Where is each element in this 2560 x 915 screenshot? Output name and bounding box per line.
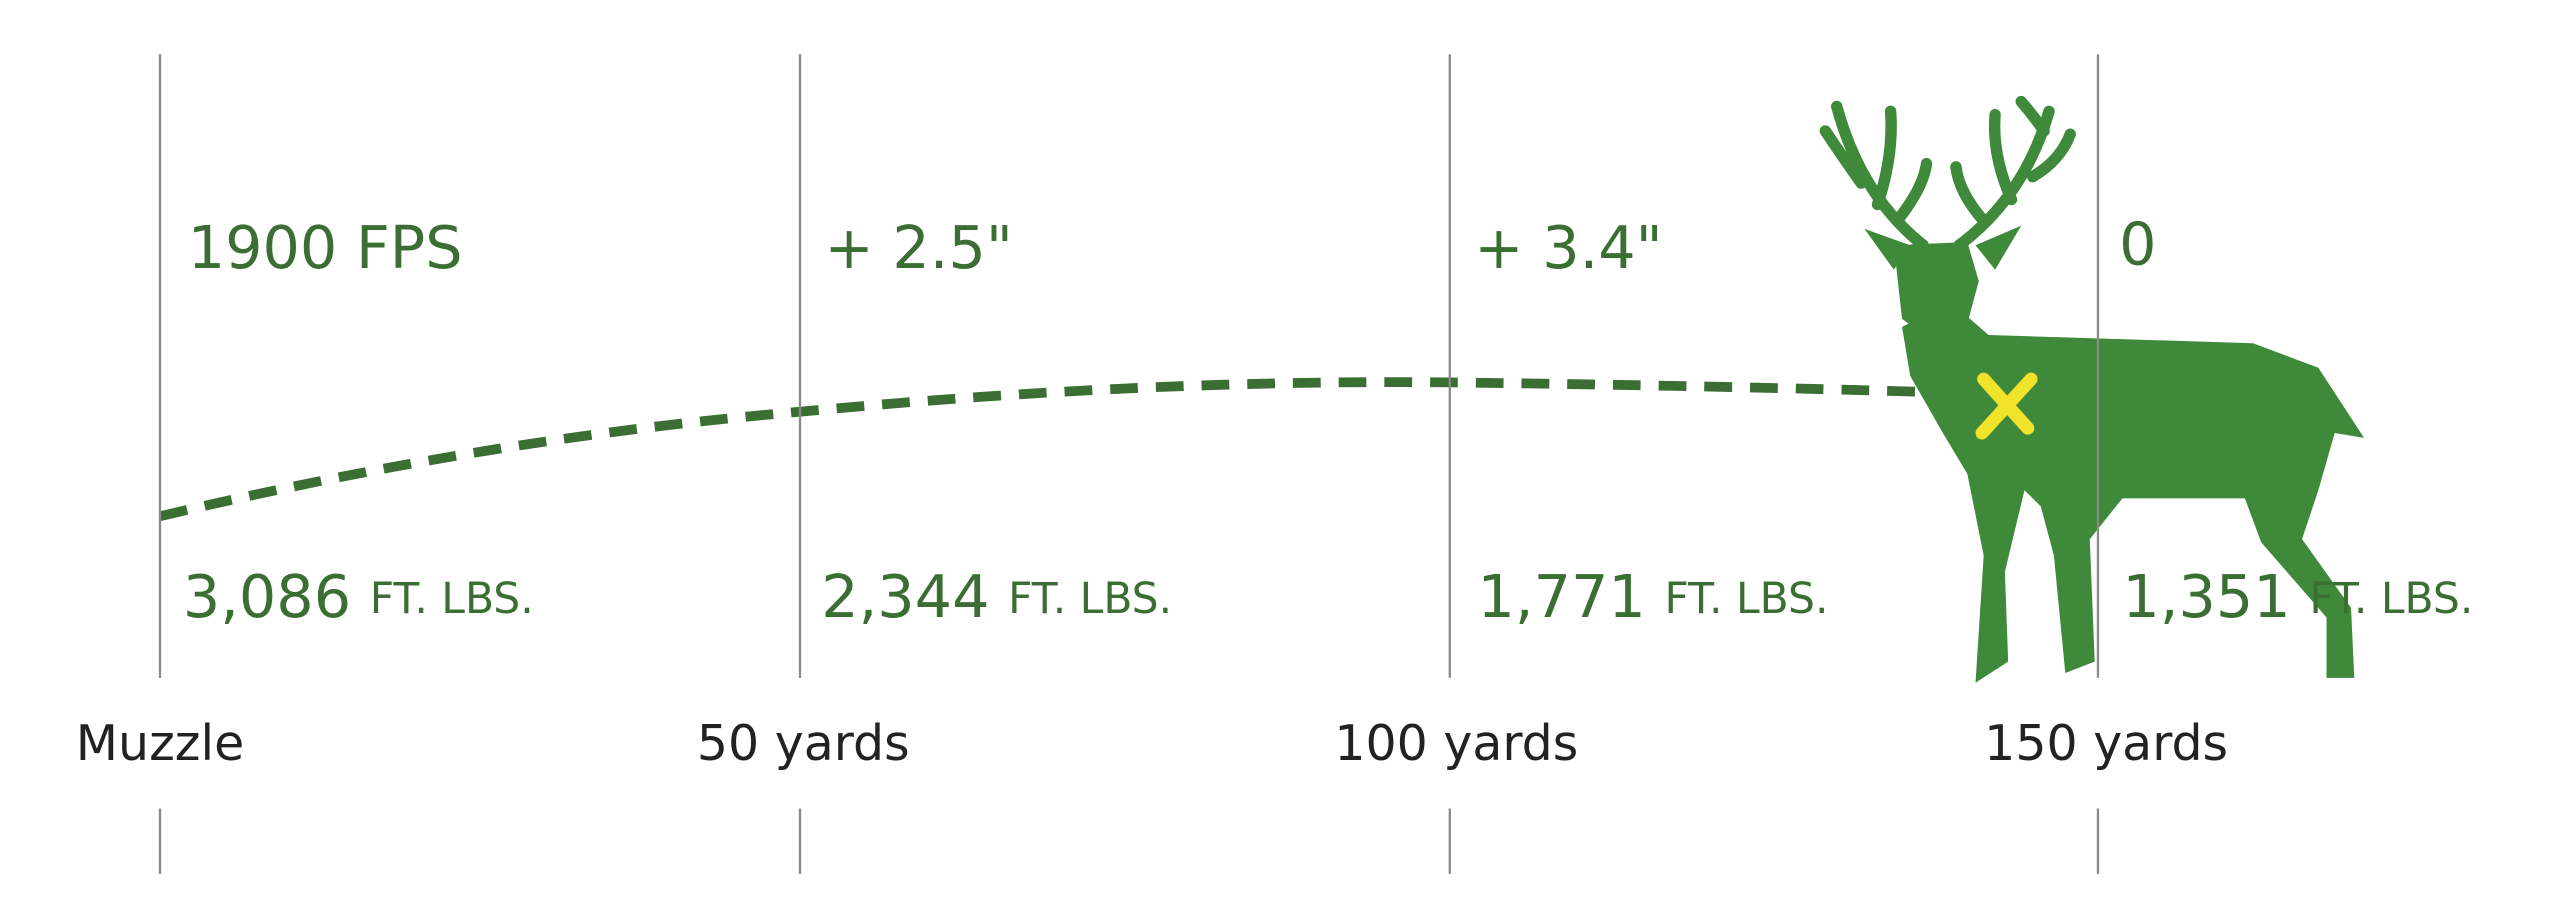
energy-unit: FT. LBS.	[1008, 575, 1172, 624]
target-mark	[1975, 372, 2038, 440]
drop: + 3.4"	[1474, 213, 1662, 282]
distance-label: 100 yards	[1334, 715, 1578, 772]
energy-value: 1,351	[2122, 562, 2290, 631]
distance-label: 150 yards	[1984, 715, 2228, 772]
antlers	[1819, 95, 2076, 251]
energy-unit: FT. LBS.	[1664, 575, 1828, 624]
energy: 2,344 FT. LBS.	[821, 562, 1172, 631]
energy-unit: FT. LBS.	[2309, 575, 2473, 624]
drop: 0	[2119, 210, 2156, 279]
energy-value: 2,344	[821, 562, 989, 631]
energy: 1,351 FT. LBS.	[2122, 562, 2473, 631]
energy: 3,086 FT. LBS.	[183, 562, 534, 631]
velocity: 1900 FPS	[188, 213, 463, 282]
drop: + 2.5"	[824, 213, 1012, 282]
dividers	[158, 54, 2100, 874]
energy-value: 1,771	[1478, 562, 1646, 631]
energy-unit: FT. LBS.	[370, 575, 534, 624]
distance-label: Muzzle	[76, 715, 244, 772]
distance-label: 50 yards	[697, 715, 910, 772]
energy-value: 3,086	[183, 562, 351, 631]
energy: 1,771 FT. LBS.	[1478, 562, 1829, 631]
deer	[1819, 95, 2365, 683]
trajectory	[158, 377, 1935, 522]
